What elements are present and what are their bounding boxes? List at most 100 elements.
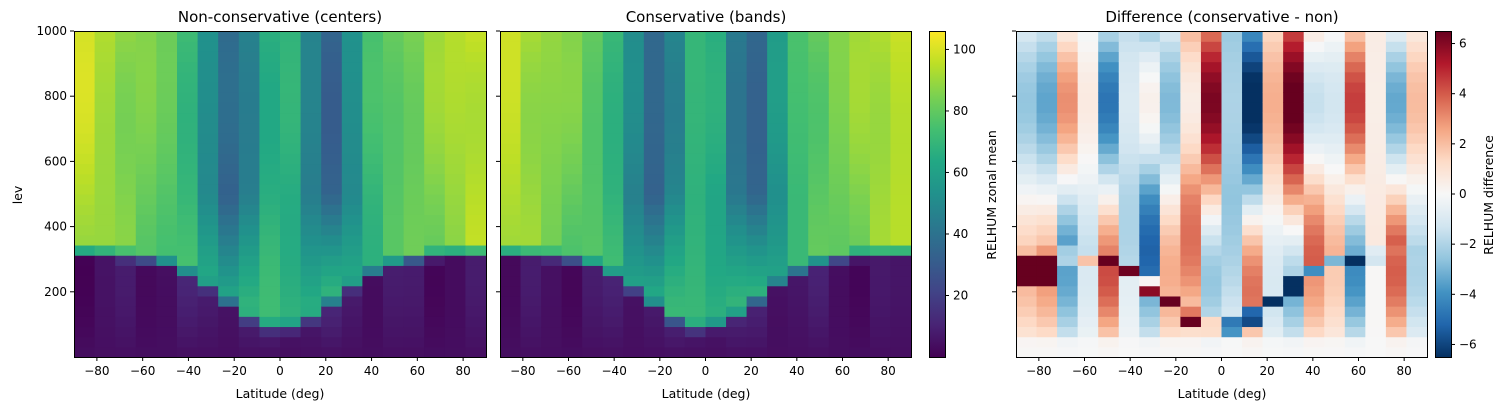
heatmap-cell [582,224,604,236]
heatmap-cell [1303,255,1325,266]
heatmap-cell [1406,153,1428,165]
heatmap-cell [808,275,830,287]
heatmap-cell [74,244,96,256]
heatmap-cell [1344,143,1366,154]
heatmap-cell [602,102,624,114]
heatmap-cell [1303,163,1325,175]
heatmap-cell [259,275,281,287]
heatmap-cell [115,132,137,144]
heatmap-cell [156,183,178,195]
heatmap-cell [1139,316,1161,328]
heatmap-cell [684,255,707,266]
heatmap-cell [403,41,425,52]
heatmap-cell [541,183,563,195]
heatmap-cell [1139,92,1161,103]
heatmap-cell [602,336,624,348]
heatmap-cell [684,346,707,358]
heatmap-cell [1283,214,1305,226]
heatmap-cell [1221,81,1243,93]
heatmap-cell [197,244,219,256]
heatmap-cell [321,244,343,256]
heatmap-cell [1118,306,1140,317]
heatmap-cell [424,61,446,73]
heatmap-cell [520,194,542,205]
heatmap-cell [465,234,487,246]
heatmap-cell [1365,224,1387,236]
heatmap-cell [341,204,363,215]
heatmap-cell [362,81,384,93]
heatmap-cell [94,173,116,185]
heatmap-cell [500,285,522,297]
heatmap-cell [500,92,522,103]
heatmap-cell [1283,183,1305,195]
heatmap-cell [869,102,892,114]
heatmap-cell [300,336,322,348]
heatmap-cell [787,255,809,266]
heatmap-cell [177,112,199,124]
heatmap-cell [541,92,563,103]
heatmap-cell [602,306,624,317]
heatmap-cell [602,316,624,328]
heatmap-cell [623,71,645,83]
colorbar-tick-label: 40 [953,227,968,241]
heatmap-cell [259,183,281,195]
heatmap-cell [520,214,542,226]
heatmap-cell [362,295,384,307]
heatmap-cell [197,31,219,42]
heatmap-cell [787,61,809,73]
heatmap-cell [705,204,727,215]
heatmap-cell [156,285,178,297]
heatmap-cell [643,61,665,73]
heatmap-cell [849,265,871,277]
heatmap-cell [1159,194,1181,205]
heatmap-cell [664,234,686,246]
heatmap-cell [890,306,912,317]
heatmap-cell [218,51,240,63]
heatmap-cell [1036,153,1058,165]
heatmap-cell [767,31,789,42]
heatmap-cell [1303,153,1325,165]
heatmap-cell [1221,132,1243,144]
heatmap-cell [746,112,768,124]
heatmap-cell [321,41,343,52]
heatmap-cell [808,41,830,52]
heatmap-cell [177,92,199,103]
heatmap-cell [1098,336,1120,348]
heatmap-cell [1303,285,1325,297]
heatmap-cell [1159,336,1181,348]
heatmap-cell [383,183,405,195]
heatmap-cell [341,143,363,154]
heatmap-cell [828,173,850,185]
x-tick-label: 80 [881,364,896,378]
heatmap-cell [684,61,707,73]
heatmap-cell [1057,163,1079,175]
x-tick-label: 80 [1397,364,1412,378]
heatmap-cell [238,244,260,256]
heatmap-cell [561,92,583,103]
heatmap-cell [1283,173,1305,185]
heatmap-cell [828,285,850,297]
heatmap-cell [1057,41,1079,52]
heatmap-cell [726,173,748,185]
heatmap-cell [1016,224,1038,236]
heatmap-cell [520,204,542,215]
heatmap-cell [726,163,748,175]
heatmap-cell [541,295,563,307]
heatmap-cell [1344,194,1366,205]
heatmap-cell [1365,183,1387,195]
heatmap-cell [321,336,343,348]
heatmap-cell [238,153,260,165]
heatmap-cell [643,316,665,328]
heatmap-cell [300,224,322,236]
heatmap-cell [115,81,137,93]
heatmap-cell [726,51,748,63]
heatmap-cell [726,122,748,134]
heatmap-cell [1200,71,1223,83]
heatmap-cell [218,143,240,154]
heatmap-cell [1221,92,1243,103]
heatmap-cell [664,316,686,328]
heatmap-cell [115,194,137,205]
colorbar-difference-label: RELHUM difference [1481,135,1496,255]
heatmap-cell [1385,326,1408,338]
heatmap-cell [561,51,583,63]
